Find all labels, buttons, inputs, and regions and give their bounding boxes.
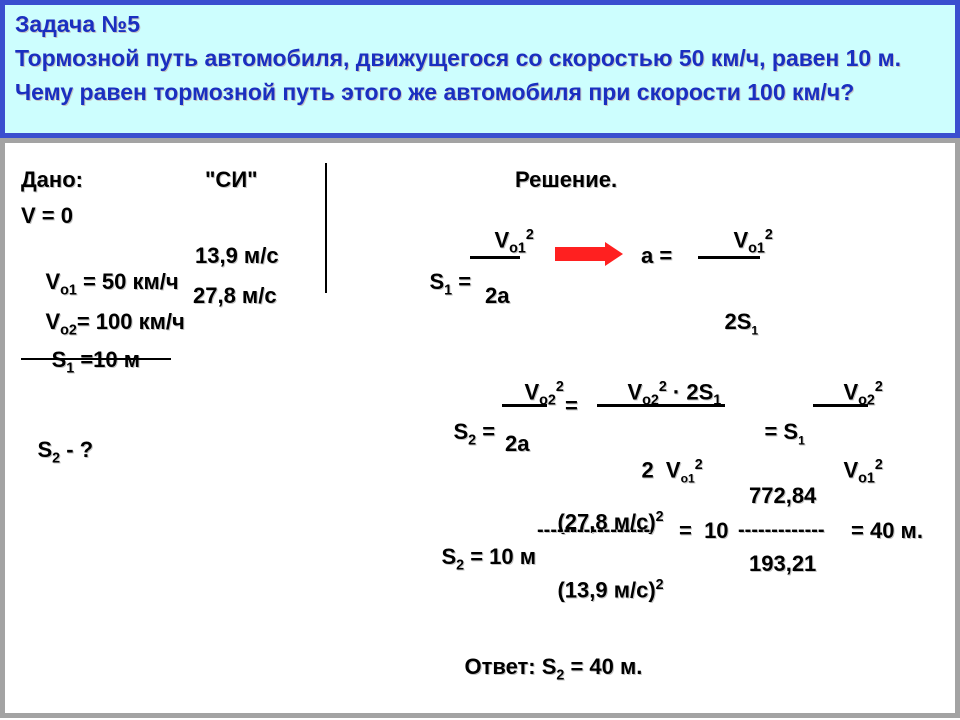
den-139: (13,9 м/с)2 — [533, 551, 664, 629]
frac-line-1 — [470, 256, 520, 259]
si-vo2: 27,8 м/с — [193, 283, 277, 309]
two-s1-1: 2S1 — [700, 283, 758, 363]
given-question: S2 - ? — [13, 411, 93, 492]
a-equals: a = — [641, 243, 678, 269]
s2-calc: S2 = 10 м — [417, 518, 542, 599]
vo2sq-2s1: Vо22 · 2S1 — [603, 353, 721, 435]
vo2sq-3: Vо22 — [819, 353, 883, 435]
eq-sign-1: = — [565, 393, 578, 419]
two-a-2: 2a — [505, 431, 529, 457]
dash-2: ------------- — [738, 519, 825, 542]
si-title: "СИ" — [205, 167, 258, 193]
s2-equals: S2 = — [429, 393, 501, 474]
eq-10: = 10 — [679, 518, 735, 544]
solution-panel: Дано: V = 0 Vо1 = 50 км/ч Vо2= 100 км/ч … — [0, 138, 960, 718]
problem-line2: Чему равен тормозной путь этого же автом… — [15, 79, 854, 106]
given-title: Дано: — [21, 167, 83, 193]
eq-40: = 40 м. — [851, 518, 923, 544]
problem-title: Задача №5 — [15, 11, 140, 38]
vo1sq-3: Vо12 — [819, 431, 883, 513]
arrow-icon — [555, 247, 607, 261]
frac-line-3 — [502, 404, 547, 407]
answer: Ответ: S2 = 40 м. — [440, 628, 642, 709]
solution-title: Решение. — [515, 167, 617, 193]
two-a-1: 2a — [485, 283, 509, 309]
vo2sq-1: Vо22 — [500, 353, 564, 435]
si-divider — [325, 163, 327, 293]
dash-1: ----------------- — [537, 519, 650, 542]
problem-panel: Задача №5 Тормозной путь автомобиля, дви… — [0, 0, 960, 138]
arrow-head-icon — [605, 242, 623, 266]
eq-s1: = S1 — [740, 393, 805, 473]
vo1sq-2: Vо12 — [709, 201, 773, 283]
problem-line1: Тормозной путь автомобиля, движущегося с… — [15, 45, 901, 72]
given-s1: S1 =10 м — [21, 321, 140, 402]
s1-equals: S1 = — [405, 243, 477, 324]
num-772: 772,84 — [749, 483, 816, 509]
given-divider — [21, 358, 171, 360]
frac-line-2 — [698, 256, 760, 259]
den-193: 193,21 — [749, 551, 816, 577]
frac-line-4 — [597, 404, 725, 407]
frac-line-5 — [813, 404, 868, 407]
given-v: V = 0 — [21, 203, 73, 229]
vo1sq-1: Vо12 — [470, 201, 534, 283]
si-vo1: 13,9 м/с — [195, 243, 279, 269]
